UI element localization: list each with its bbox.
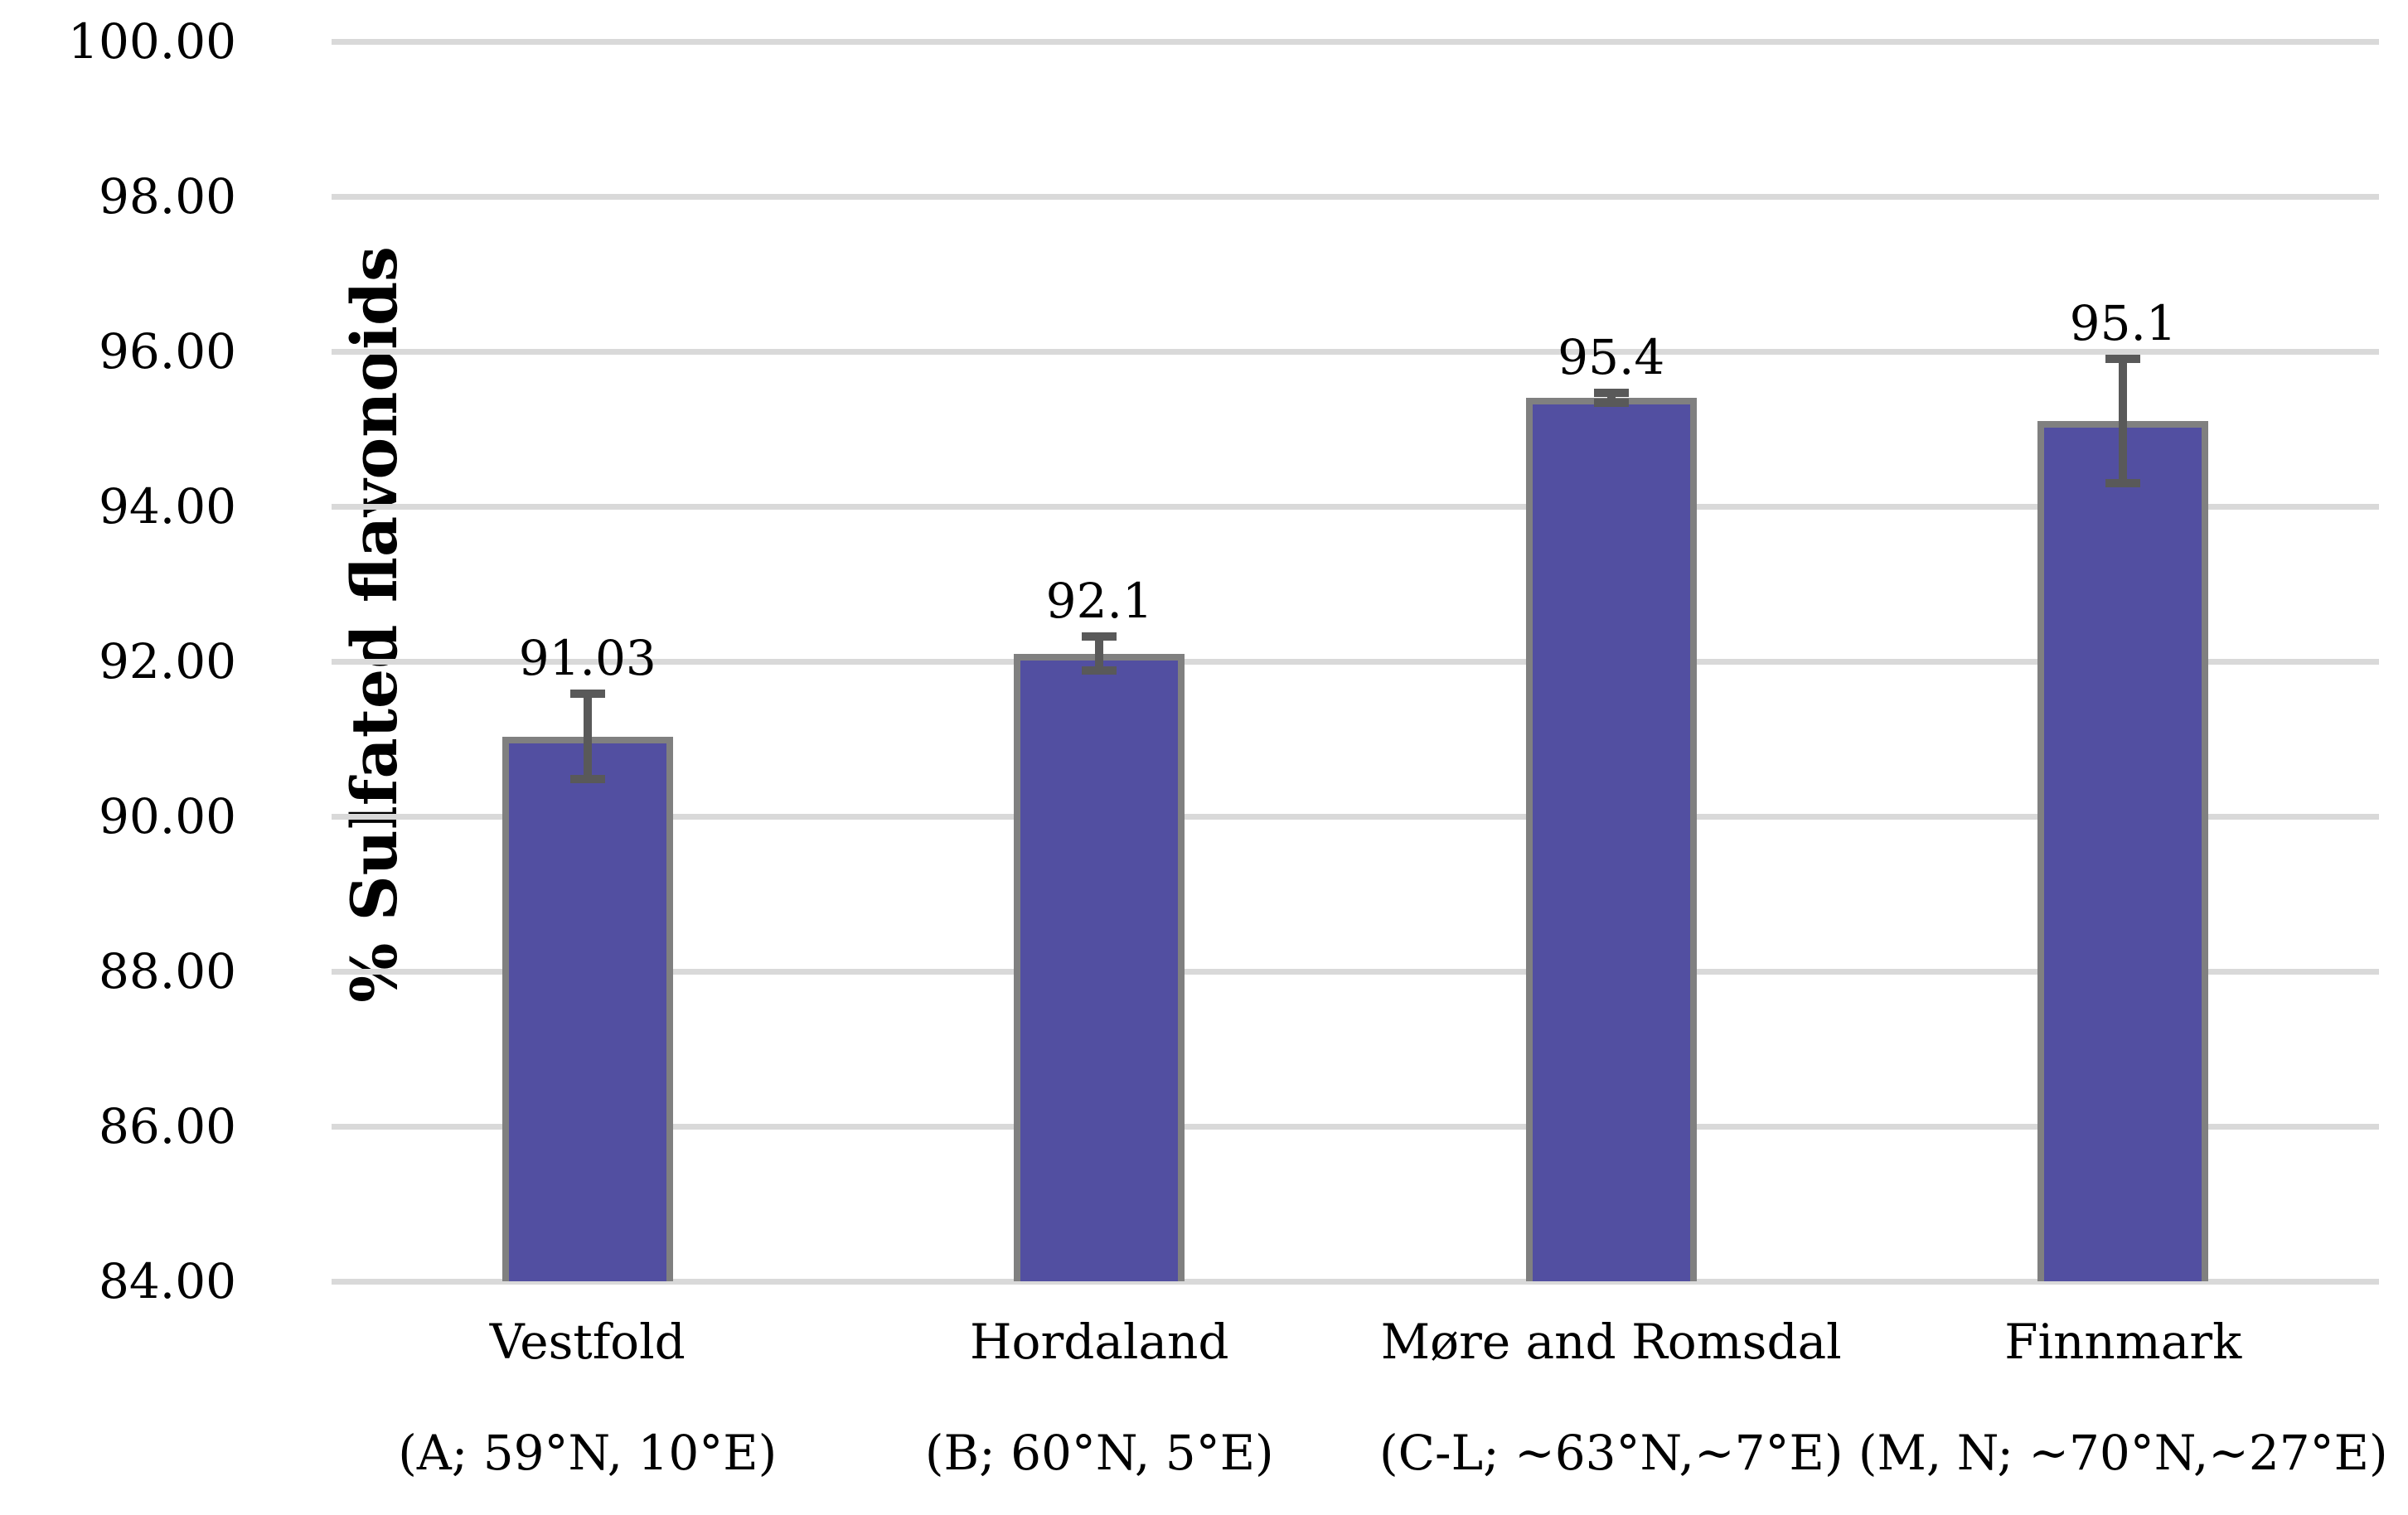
gridline: [332, 1124, 2379, 1130]
category-label: Møre and Romsdal: [1380, 1314, 1842, 1370]
error-bar-cap-bottom: [569, 775, 605, 784]
y-axis-tick-label: 84.00: [98, 1253, 236, 1309]
error-bar-line: [1095, 636, 1104, 671]
bar-data-label: 95.4: [1558, 329, 1665, 386]
y-axis-tick-label: 92.00: [98, 633, 236, 690]
error-bar-cap-bottom: [2105, 478, 2141, 487]
error-bar-line: [583, 694, 592, 780]
category-coordinates-label: (B; 60°N, 5°E): [924, 1425, 1274, 1481]
y-axis-tick-label: 100.00: [68, 13, 236, 70]
y-axis-tick-label: 90.00: [98, 788, 236, 845]
gridline: [332, 659, 2379, 665]
gridline: [332, 349, 2379, 355]
error-bar-line: [1606, 393, 1616, 403]
category-coordinates-label: (M, N; ~70°N,~27°E): [1858, 1425, 2388, 1481]
gridline: [332, 504, 2379, 510]
bar: [501, 736, 673, 1281]
bar-data-label: 95.1: [2069, 295, 2177, 352]
error-bar-line: [2119, 359, 2128, 483]
gridline: [332, 39, 2379, 45]
gridline: [332, 814, 2379, 820]
bar-data-label: 91.03: [518, 630, 657, 687]
error-bar-cap-top: [569, 690, 605, 699]
y-axis-tick-label: 98.00: [98, 168, 236, 225]
error-bar-cap-top: [2105, 355, 2141, 364]
category-label: Finnmark: [2004, 1314, 2242, 1370]
y-axis-tick-label: 96.00: [98, 323, 236, 380]
error-bar-cap-top: [1082, 632, 1117, 641]
bar: [1014, 653, 1185, 1281]
bar: [2037, 421, 2209, 1281]
y-axis-title: % Sulfated flavonoids: [337, 246, 411, 1003]
category-label: Vestfold: [489, 1314, 686, 1370]
gridline: [332, 194, 2379, 200]
bar-data-label: 92.1: [1045, 573, 1153, 630]
y-axis-tick-label: 86.00: [98, 1098, 236, 1154]
bar: [1525, 398, 1697, 1281]
y-axis-tick-label: 94.00: [98, 478, 236, 535]
category-coordinates-label: (C-L; ~63°N,~7°E): [1379, 1425, 1844, 1481]
category-label: Hordaland: [969, 1314, 1229, 1370]
category-coordinates-label: (A; 59°N, 10°E): [398, 1425, 778, 1481]
y-axis-tick-label: 88.00: [98, 943, 236, 1000]
gridline: [332, 969, 2379, 975]
error-bar-cap-top: [1593, 389, 1629, 398]
error-bar-cap-bottom: [1593, 398, 1629, 407]
error-bar-cap-bottom: [1082, 666, 1117, 675]
gridline: [332, 1279, 2379, 1285]
